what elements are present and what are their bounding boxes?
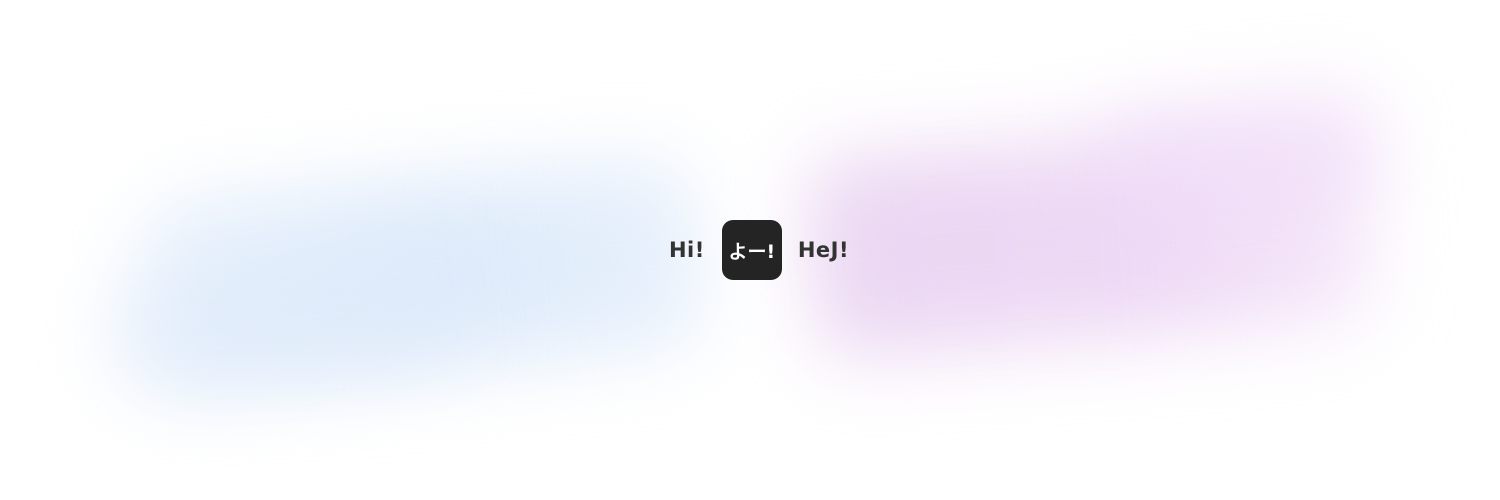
logo-badge-text: よー! <box>728 240 776 263</box>
logo-badge: よー! <box>721 220 782 280</box>
greeting-group: Hi! よー! HeJ! <box>669 220 849 280</box>
greeting-left: Hi! <box>668 238 705 262</box>
greeting-right: HeJ! <box>797 238 850 262</box>
greeting-row: Hi! よー! HeJ! <box>0 220 1500 280</box>
